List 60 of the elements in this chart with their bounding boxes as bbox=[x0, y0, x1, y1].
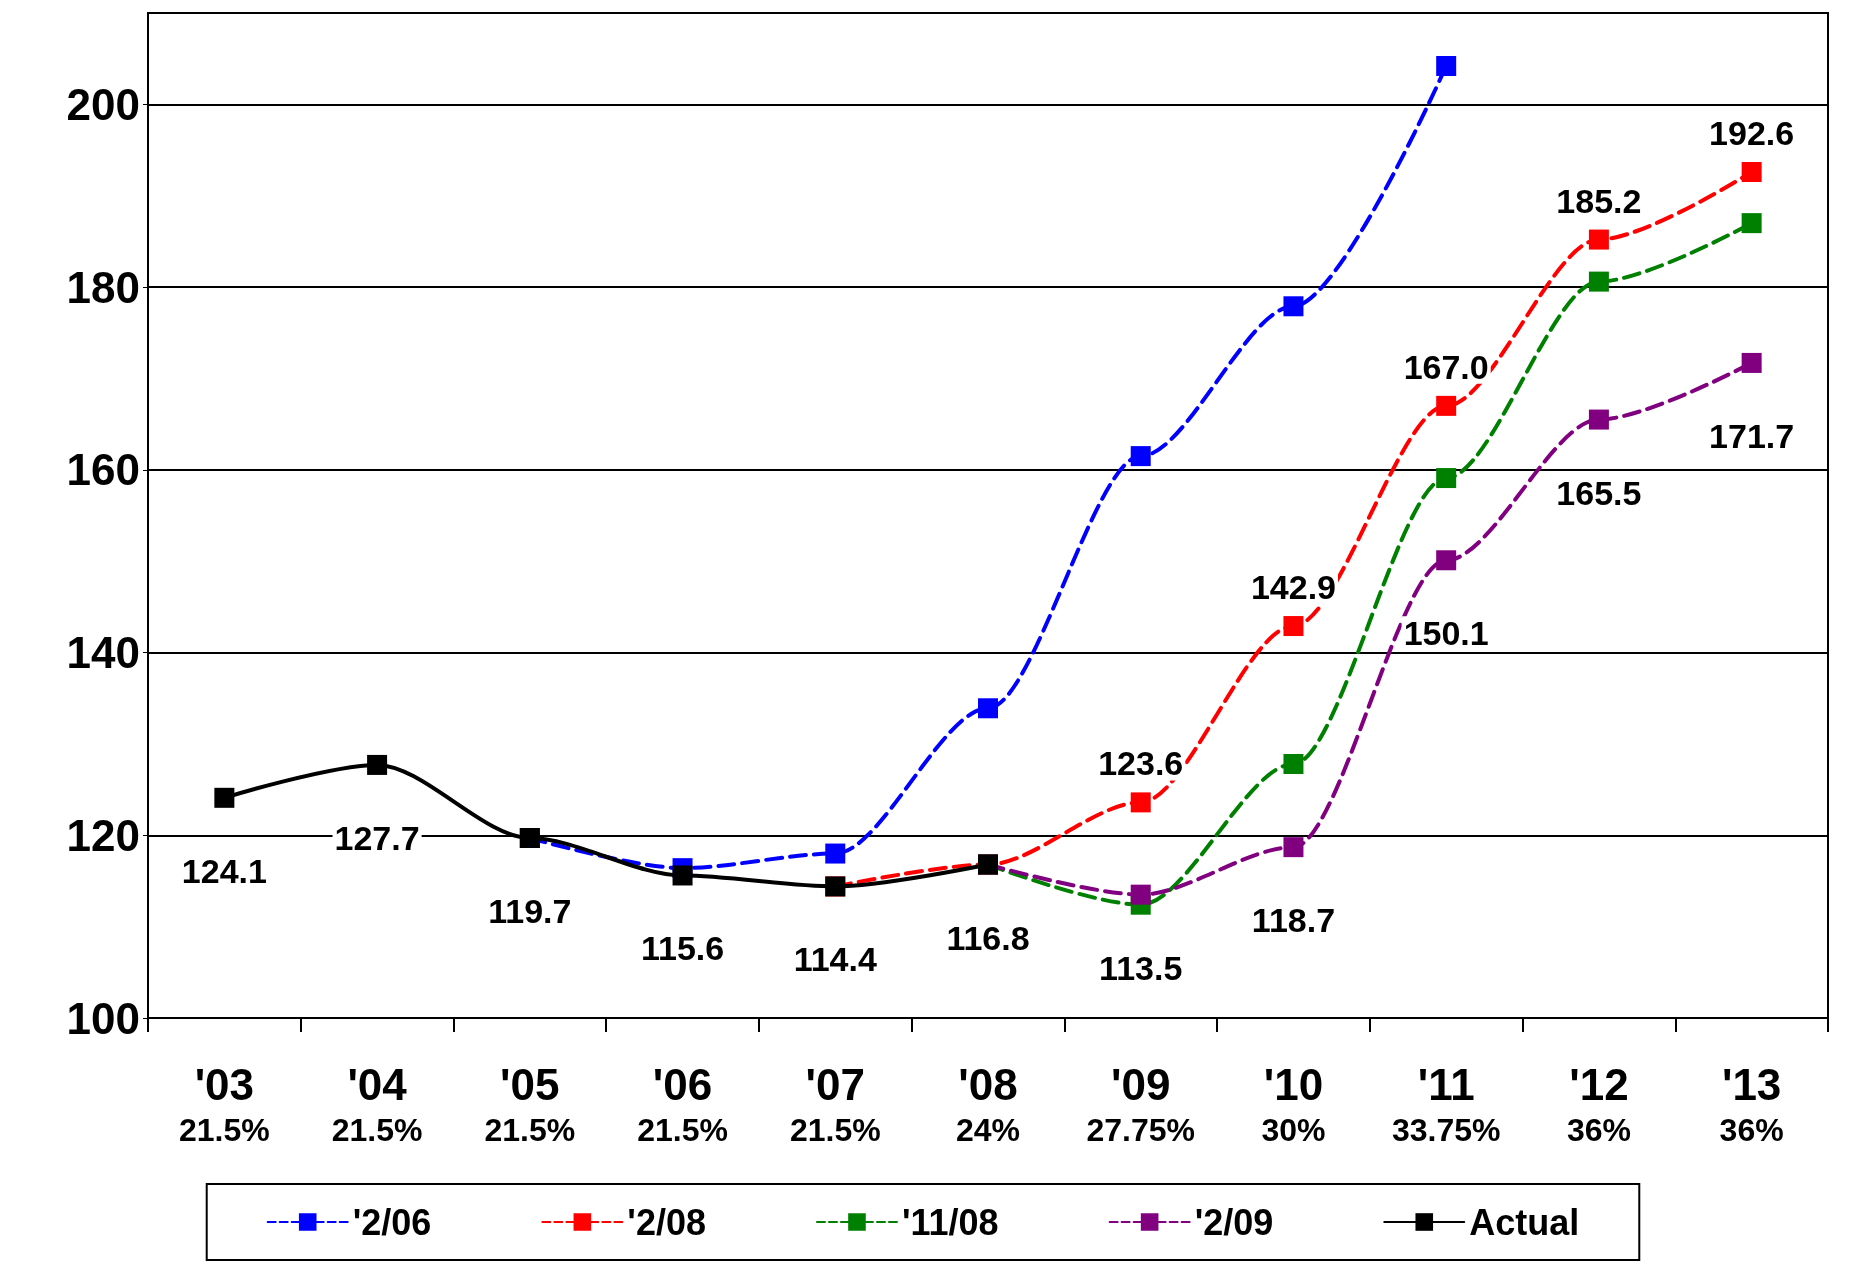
x-tick-label: '05 21.5% bbox=[484, 1059, 576, 1148]
x-tick-label: '04 21.5% bbox=[331, 1059, 423, 1148]
point bbox=[1130, 446, 1151, 467]
y-tick-label: 120 bbox=[66, 810, 140, 860]
point bbox=[1436, 468, 1457, 489]
y-tick-label: 100 bbox=[66, 993, 140, 1043]
point bbox=[1588, 409, 1609, 430]
point bbox=[1741, 213, 1762, 234]
data-label: 167.0 bbox=[1403, 347, 1489, 386]
point bbox=[978, 698, 998, 719]
legend-label: '11/08 bbox=[901, 1201, 999, 1243]
data-label: 171.7 bbox=[1709, 416, 1795, 455]
x-tick-label: '09 27.75% bbox=[1086, 1059, 1195, 1148]
point bbox=[1283, 616, 1304, 637]
point bbox=[1130, 884, 1151, 905]
legend-label: '2/09 bbox=[1194, 1201, 1274, 1243]
legend-label: '2/06 bbox=[352, 1201, 432, 1243]
x-tick-label: '13 36% bbox=[1719, 1059, 1784, 1148]
point bbox=[1436, 395, 1457, 416]
x-tick-label: '11 33.75% bbox=[1391, 1059, 1501, 1148]
data-label: 124.1 bbox=[181, 851, 267, 890]
point bbox=[1436, 55, 1457, 76]
point bbox=[1130, 792, 1151, 813]
data-label: 185.2 bbox=[1556, 181, 1642, 220]
point bbox=[825, 843, 846, 864]
x-tick-label: '03 21.5% bbox=[179, 1059, 270, 1148]
data-label: 127.7 bbox=[334, 818, 420, 857]
point bbox=[672, 865, 693, 886]
data-label: 192.6 bbox=[1709, 113, 1795, 152]
y-tick-label: 160 bbox=[66, 445, 140, 495]
x-tick-label: '07 21.5% bbox=[789, 1059, 881, 1148]
data-label: 123.6 bbox=[1098, 744, 1184, 783]
point bbox=[1283, 296, 1304, 317]
x-tick-label: '12 36% bbox=[1566, 1059, 1631, 1148]
point bbox=[1283, 754, 1304, 775]
data-label: 165.5 bbox=[1556, 473, 1642, 512]
point bbox=[1741, 161, 1762, 182]
y-tick-label: 180 bbox=[66, 262, 140, 312]
y-tick-label: 140 bbox=[66, 628, 140, 678]
point bbox=[1588, 271, 1609, 292]
point bbox=[367, 754, 388, 775]
point bbox=[214, 787, 235, 808]
point bbox=[1283, 837, 1304, 858]
data-label: 142.9 bbox=[1250, 568, 1336, 607]
data-label: 113.5 bbox=[1099, 948, 1183, 987]
legend-label: '2/08 bbox=[627, 1201, 706, 1243]
point bbox=[1436, 550, 1457, 571]
data-label: 118.7 bbox=[1251, 901, 1336, 940]
data-label: 116.8 bbox=[946, 918, 1030, 957]
point bbox=[1741, 352, 1762, 373]
y-tick-label: 200 bbox=[66, 79, 140, 129]
data-label: 119.7 bbox=[488, 892, 572, 931]
x-tick-label: '06 21.5% bbox=[637, 1059, 728, 1148]
x-tick-label: '08 24% bbox=[955, 1059, 1021, 1148]
point bbox=[1588, 229, 1609, 250]
data-label: 150.1 bbox=[1403, 614, 1489, 653]
x-tick-label: '10 30% bbox=[1261, 1059, 1326, 1148]
data-label: 114.4 bbox=[793, 940, 877, 979]
data-label: 115.6 bbox=[640, 929, 725, 968]
legend-label: Actual bbox=[1469, 1201, 1580, 1243]
